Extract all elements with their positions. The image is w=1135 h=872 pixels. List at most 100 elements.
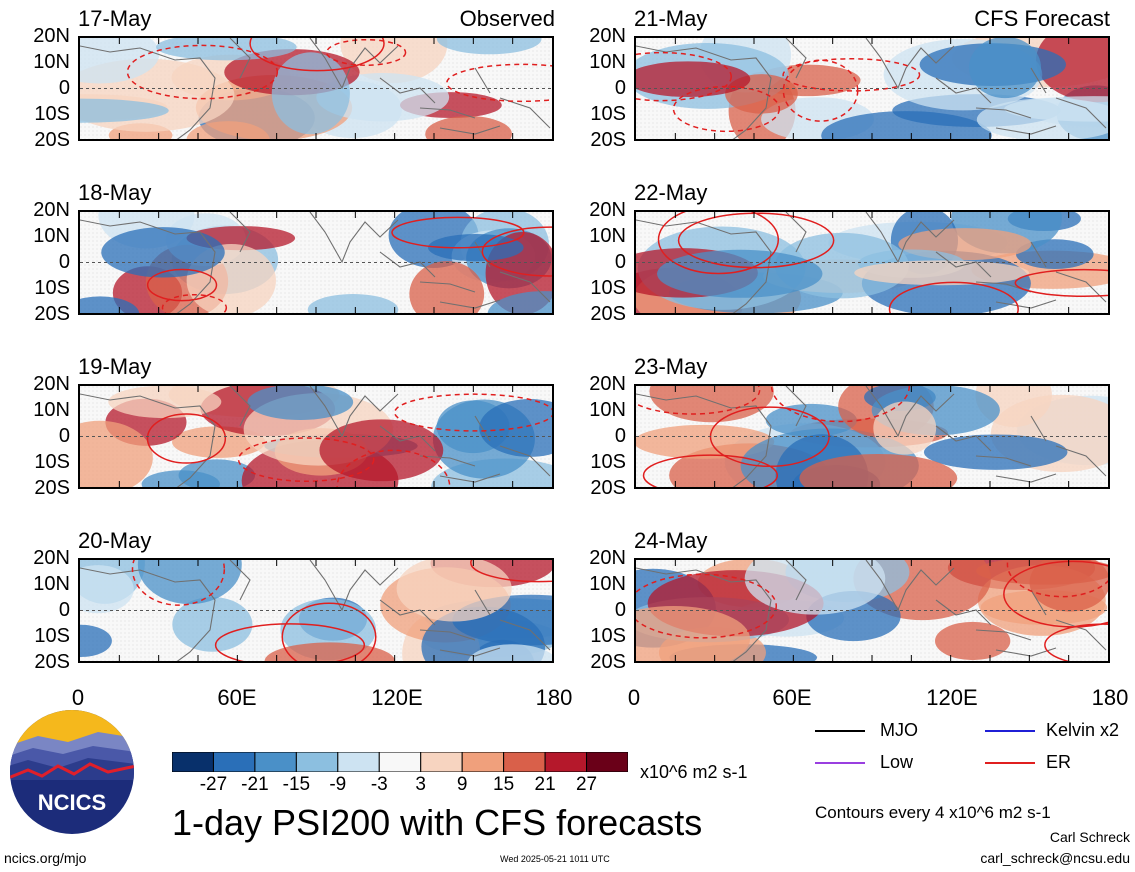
lat-tick: 0 <box>58 599 70 621</box>
legend-line-kelvin <box>985 730 1035 732</box>
lat-tick: 10S <box>34 451 70 473</box>
lat-tick: 20S <box>590 477 626 499</box>
map-panel <box>78 384 554 489</box>
lat-tick: 20N <box>589 25 626 47</box>
contour-note: Contours every 4 x10^6 m2 s-1 <box>815 803 1051 822</box>
map-panel <box>634 36 1110 141</box>
lat-tick: 0 <box>58 77 70 99</box>
lat-tick: 10S <box>34 625 70 647</box>
colorbar-segment <box>212 751 256 773</box>
lat-tick: 20S <box>590 651 626 673</box>
colorbar-tick-label: 9 <box>456 774 468 795</box>
panel-date: 20-May <box>78 528 152 553</box>
lon-tick-0: 0 <box>71 685 85 710</box>
map-panel <box>78 210 554 315</box>
lat-tick: 20S <box>34 651 70 673</box>
map-panel <box>78 36 554 141</box>
map-panel <box>78 558 554 663</box>
colorbar-tick-label: -9 <box>329 774 347 795</box>
lat-tick: 0 <box>614 425 626 447</box>
colorbar-tick-label: 3 <box>415 774 426 795</box>
legend-line-er <box>985 762 1035 764</box>
colorbar-segment <box>295 751 339 773</box>
lat-tick: 10S <box>34 103 70 125</box>
colorbar-segment <box>254 751 297 773</box>
lat-tick: 10N <box>33 399 70 421</box>
colorbar-units: x10^6 m2 s-1 <box>640 762 748 782</box>
colorbar-segment <box>378 751 422 773</box>
observed-label: Observed <box>459 6 555 31</box>
panel-date: 23-May <box>634 354 708 379</box>
lon-tick-60e: 60E <box>217 685 257 710</box>
lat-tick: 10S <box>590 451 626 473</box>
colorbar-segment <box>461 751 505 773</box>
lat-tick: 0 <box>614 599 626 621</box>
lon-tick-60e: 60E <box>772 685 812 710</box>
panel-date: 19-May <box>78 354 152 379</box>
legend-label-kelvin: Kelvin x2 <box>1046 720 1120 740</box>
lat-tick: 10N <box>33 51 70 73</box>
colorbar-tick-label: 27 <box>575 774 598 795</box>
lat-tick: 10S <box>590 625 626 647</box>
map-panel <box>634 384 1110 489</box>
panel-date: 21-May <box>634 6 708 31</box>
lat-tick: 20S <box>34 303 70 325</box>
footer-timestamp: Wed 2025-05-21 1011 UTC <box>500 854 610 864</box>
page-title: 1-day PSI200 with CFS forecasts <box>172 802 703 843</box>
lat-tick: 20N <box>33 199 70 221</box>
lon-tick-180: 180 <box>535 685 573 710</box>
lat-tick: 0 <box>614 251 626 273</box>
lat-tick: 0 <box>58 251 70 273</box>
lat-tick: 20S <box>34 129 70 151</box>
colorbar-tick-label: 21 <box>534 774 556 795</box>
lat-tick: 0 <box>614 77 626 99</box>
colorbar-segment <box>503 751 546 773</box>
lon-tick-0: 0 <box>627 685 641 710</box>
panel-date: 18-May <box>78 180 152 205</box>
lat-tick: 10N <box>589 573 626 595</box>
ncics-logo: NCICS <box>8 708 136 836</box>
lat-tick: 10S <box>590 103 626 125</box>
colorbar-tick-label: -27 <box>199 774 228 795</box>
panel-date: 17-May <box>78 6 152 31</box>
lat-tick: 10N <box>589 225 626 247</box>
lat-tick: 20N <box>33 547 70 569</box>
ncics-logo-text: NCICS <box>38 790 106 815</box>
legend-label-er: ER <box>1046 752 1072 772</box>
forecast-label: CFS Forecast <box>974 6 1110 31</box>
lon-tick-120e: 120E <box>371 685 423 710</box>
lat-tick: 0 <box>58 425 70 447</box>
lat-tick: 10N <box>589 399 626 421</box>
lat-tick: 20N <box>33 373 70 395</box>
lon-tick-180: 180 <box>1091 685 1129 710</box>
colorbar <box>171 751 629 773</box>
map-panel <box>634 210 1110 315</box>
colorbar-tick-label: -21 <box>241 774 269 795</box>
legend-line-mjo <box>815 730 865 732</box>
colorbar-tick-label: -15 <box>282 774 311 795</box>
colorbar-segment <box>420 751 463 773</box>
lat-tick: 20N <box>589 373 626 395</box>
lat-tick: 20N <box>33 25 70 47</box>
panel-date: 24-May <box>634 528 708 553</box>
lat-tick: 10N <box>33 225 70 247</box>
lat-tick: 20S <box>590 303 626 325</box>
lat-tick: 10S <box>590 277 626 299</box>
colorbar-segment <box>337 751 380 773</box>
legend-label-mjo: MJO <box>880 720 918 740</box>
lat-tick: 20N <box>589 547 626 569</box>
footer-author: Carl Schreck <box>1049 829 1130 845</box>
lat-tick: 20S <box>590 129 626 151</box>
lat-tick: 10S <box>34 277 70 299</box>
map-panel <box>634 558 1110 663</box>
colorbar-segment <box>544 751 588 773</box>
lat-tick: 10N <box>33 573 70 595</box>
lat-tick: 10N <box>589 51 626 73</box>
lat-tick: 20N <box>589 199 626 221</box>
panel-date: 22-May <box>634 180 708 205</box>
lon-tick-120e: 120E <box>926 685 978 710</box>
colorbar-segment <box>171 751 214 773</box>
legend-line-low <box>815 762 865 764</box>
legend-label-low: Low <box>880 752 914 772</box>
colorbar-tick-label: 15 <box>493 774 515 795</box>
